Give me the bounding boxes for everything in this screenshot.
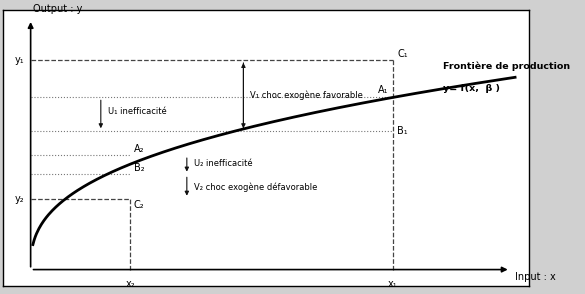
Text: Frontière de production: Frontière de production (443, 61, 570, 71)
Text: Input : x: Input : x (515, 272, 556, 282)
Text: B₂: B₂ (134, 163, 144, 173)
Text: x₂: x₂ (125, 279, 135, 289)
Text: A₁: A₁ (378, 85, 388, 95)
Text: y₂: y₂ (14, 193, 24, 203)
Text: V₂ choc exogène défavorable: V₂ choc exogène défavorable (194, 183, 317, 193)
Text: V₁ choc exogène favorable: V₁ choc exogène favorable (250, 91, 363, 100)
Text: B₁: B₁ (397, 126, 408, 136)
Text: A₂: A₂ (134, 144, 144, 154)
Text: Output : y: Output : y (33, 4, 82, 14)
Text: U₁ inefficacité: U₁ inefficacité (108, 107, 166, 116)
Text: C₂: C₂ (134, 200, 144, 210)
Text: x₁: x₁ (388, 279, 398, 289)
Text: C₁: C₁ (397, 49, 408, 59)
Text: U₂ inefficacité: U₂ inefficacité (194, 159, 252, 168)
Text: y₁: y₁ (14, 55, 24, 65)
Text: y= f(x,  β ): y= f(x, β ) (443, 84, 500, 93)
